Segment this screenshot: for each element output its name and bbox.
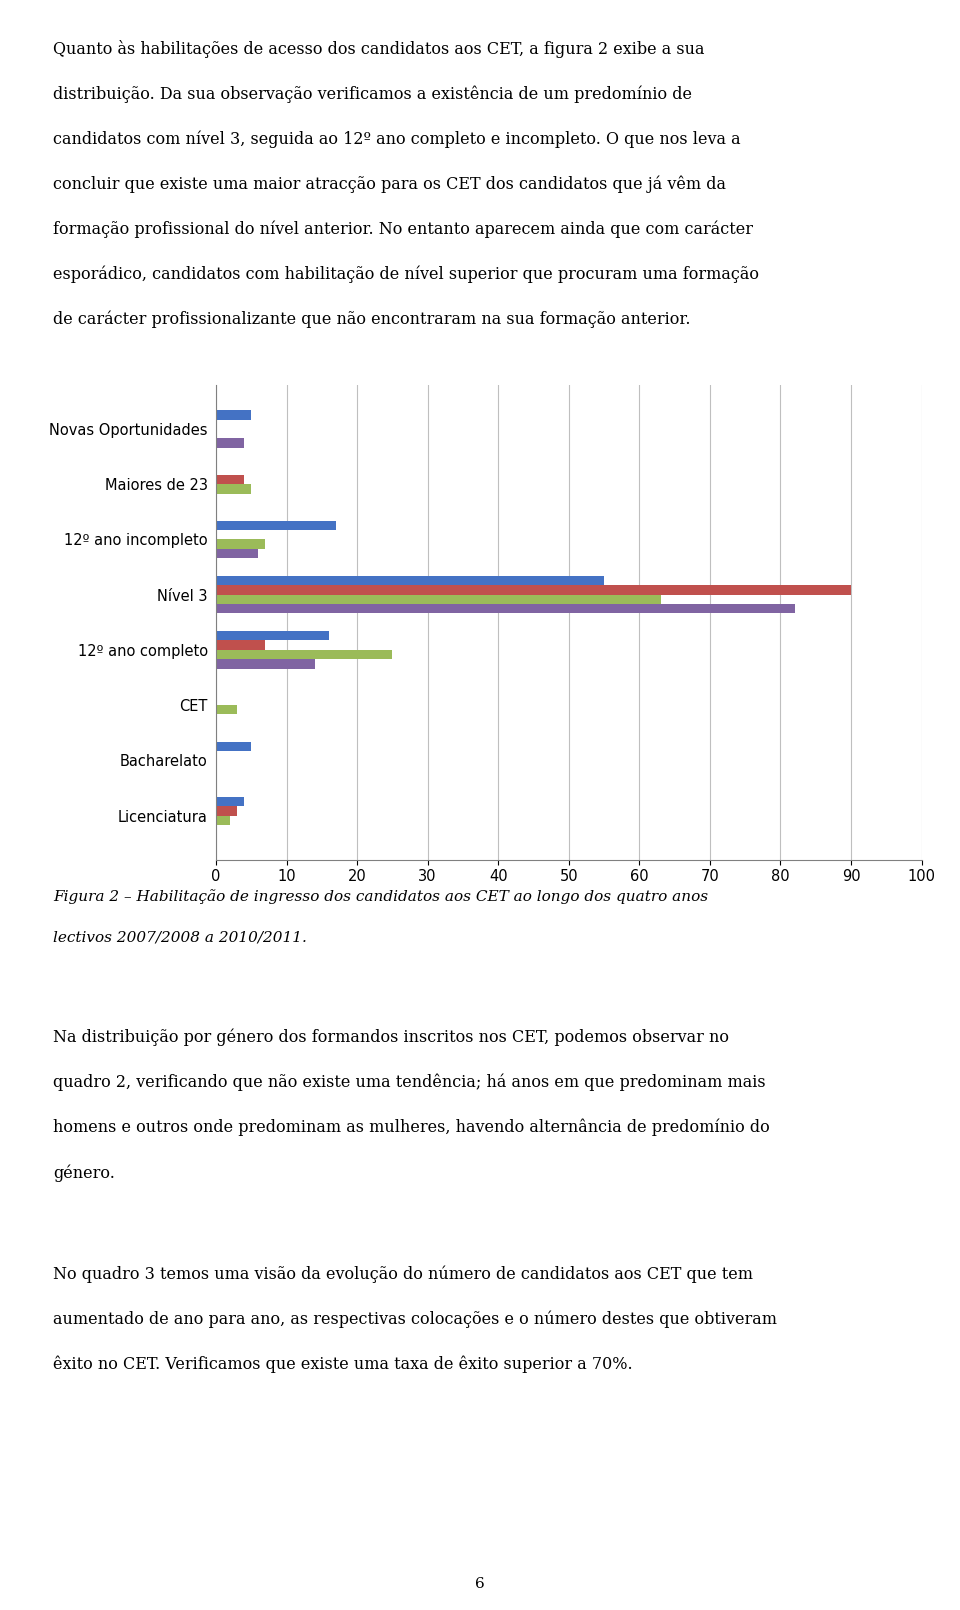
Bar: [216, 549, 258, 559]
Text: distribuição. Da sua observação verificamos a existência de um predomínio de: distribuição. Da sua observação verifica…: [53, 85, 692, 103]
Text: No quadro 3 temos uma visão da evolução do número de candidatos aos CET que tem: No quadro 3 temos uma visão da evolução …: [53, 1265, 753, 1283]
Text: género.: género.: [53, 1164, 114, 1182]
Bar: [216, 576, 604, 586]
Text: candidatos com nível 3, seguida ao 12º ano completo e incompleto. O que nos leva: candidatos com nível 3, seguida ao 12º a…: [53, 130, 740, 148]
Bar: [216, 658, 315, 668]
Text: êxito no CET. Verificamos que existe uma taxa de êxito superior a 70%.: êxito no CET. Verificamos que existe uma…: [53, 1356, 633, 1373]
Bar: [216, 594, 660, 604]
Text: homens e outros onde predominam as mulheres, havendo alternância de predomínio d: homens e outros onde predominam as mulhe…: [53, 1119, 770, 1137]
Bar: [216, 807, 237, 816]
Bar: [216, 641, 265, 650]
Bar: [216, 586, 851, 594]
Text: 6: 6: [475, 1576, 485, 1591]
Text: Quanto às habilitações de acesso dos candidatos aos CET, a figura 2 exibe a sua: Quanto às habilitações de acesso dos can…: [53, 40, 705, 58]
Text: esporádico, candidatos com habilitação de nível superior que procuram uma formaç: esporádico, candidatos com habilitação d…: [53, 266, 758, 283]
Bar: [216, 475, 244, 485]
Bar: [216, 520, 336, 530]
Bar: [216, 742, 252, 750]
Bar: [216, 797, 244, 807]
Bar: [216, 604, 795, 613]
Text: quadro 2, verificando que não existe uma tendência; há anos em que predominam ma: quadro 2, verificando que não existe uma…: [53, 1074, 765, 1092]
Bar: [216, 650, 393, 658]
Text: Figura 2 – Habilitação de ingresso dos candidatos aos CET ao longo dos quatro an: Figura 2 – Habilitação de ingresso dos c…: [53, 889, 708, 903]
Bar: [216, 438, 244, 448]
Text: aumentado de ano para ano, as respectivas colocações e o número destes que obtiv: aumentado de ano para ano, as respectiva…: [53, 1311, 777, 1328]
Text: de carácter profissionalizante que não encontraram na sua formação anterior.: de carácter profissionalizante que não e…: [53, 311, 690, 328]
Bar: [216, 631, 329, 641]
Bar: [216, 816, 230, 824]
Bar: [216, 411, 252, 420]
Text: concluir que existe uma maior atracção para os CET dos candidatos que já vêm da: concluir que existe uma maior atracção p…: [53, 175, 726, 193]
Bar: [216, 485, 252, 494]
Text: lectivos 2007/2008 a 2010/2011.: lectivos 2007/2008 a 2010/2011.: [53, 931, 306, 945]
Bar: [216, 705, 237, 715]
Text: Na distribuição por género dos formandos inscritos nos CET, podemos observar no: Na distribuição por género dos formandos…: [53, 1029, 729, 1046]
Text: formação profissional do nível anterior. No entanto aparecem ainda que com carác: formação profissional do nível anterior.…: [53, 221, 753, 238]
Bar: [216, 539, 265, 549]
